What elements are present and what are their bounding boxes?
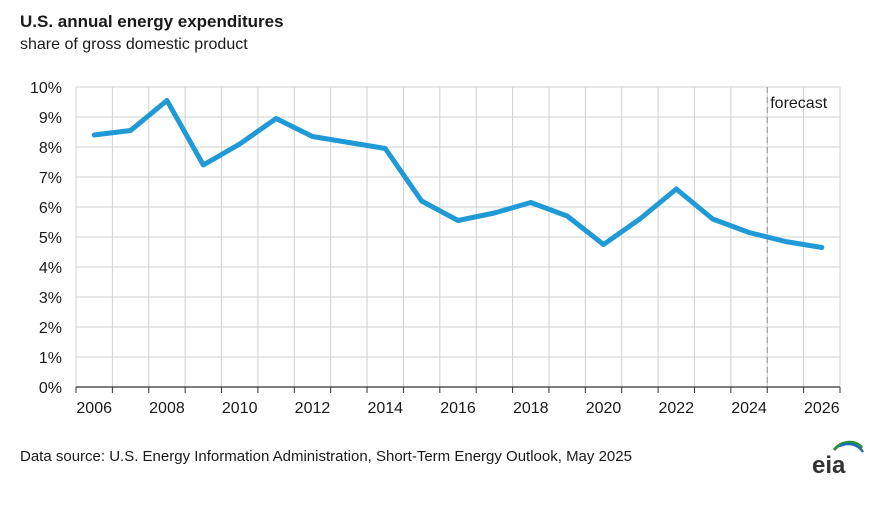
y-tick-label: 6% bbox=[39, 200, 62, 217]
y-tick-label: 5% bbox=[39, 230, 62, 247]
chart-subtitle: share of gross domestic product bbox=[20, 36, 248, 53]
y-tick-label: 7% bbox=[39, 170, 62, 187]
x-tick-label: 2012 bbox=[295, 400, 331, 417]
x-tick-label: 2022 bbox=[658, 400, 694, 417]
x-tick-label: 2008 bbox=[149, 400, 185, 417]
x-tick-label: 2018 bbox=[513, 400, 549, 417]
x-tick-label: 2020 bbox=[586, 400, 622, 417]
x-tick-label: 2014 bbox=[367, 400, 403, 417]
y-tick-label: 2% bbox=[39, 320, 62, 337]
y-tick-label: 9% bbox=[39, 110, 62, 127]
y-tick-label: 8% bbox=[39, 140, 62, 157]
data-source-note: Data source: U.S. Energy Information Adm… bbox=[20, 448, 632, 465]
forecast-label: forecast bbox=[770, 95, 827, 112]
x-tick-label: 2016 bbox=[440, 400, 476, 417]
x-tick-label: 2006 bbox=[76, 400, 112, 417]
y-tick-label: 1% bbox=[39, 350, 62, 367]
chart-title: U.S. annual energy expenditures bbox=[20, 12, 284, 31]
line-chart: 0% 1% 2% 3% 4% 5% 6% 7% 8% 9% 10% 2006 2008 2010 2012 2… bbox=[30, 80, 841, 417]
y-tick-label: 0% bbox=[39, 380, 62, 397]
x-tick-label: 2026 bbox=[804, 400, 840, 417]
y-tick-label: 4% bbox=[39, 260, 62, 277]
eia-logo-text: eia bbox=[812, 452, 846, 479]
eia-logo-icon bbox=[832, 440, 865, 453]
y-tick-label: 3% bbox=[39, 290, 62, 307]
y-tick-label: 10% bbox=[30, 80, 62, 97]
series-line bbox=[91, 98, 825, 250]
x-tick-label: 2010 bbox=[222, 400, 258, 417]
x-tick-label: 2024 bbox=[731, 400, 767, 417]
